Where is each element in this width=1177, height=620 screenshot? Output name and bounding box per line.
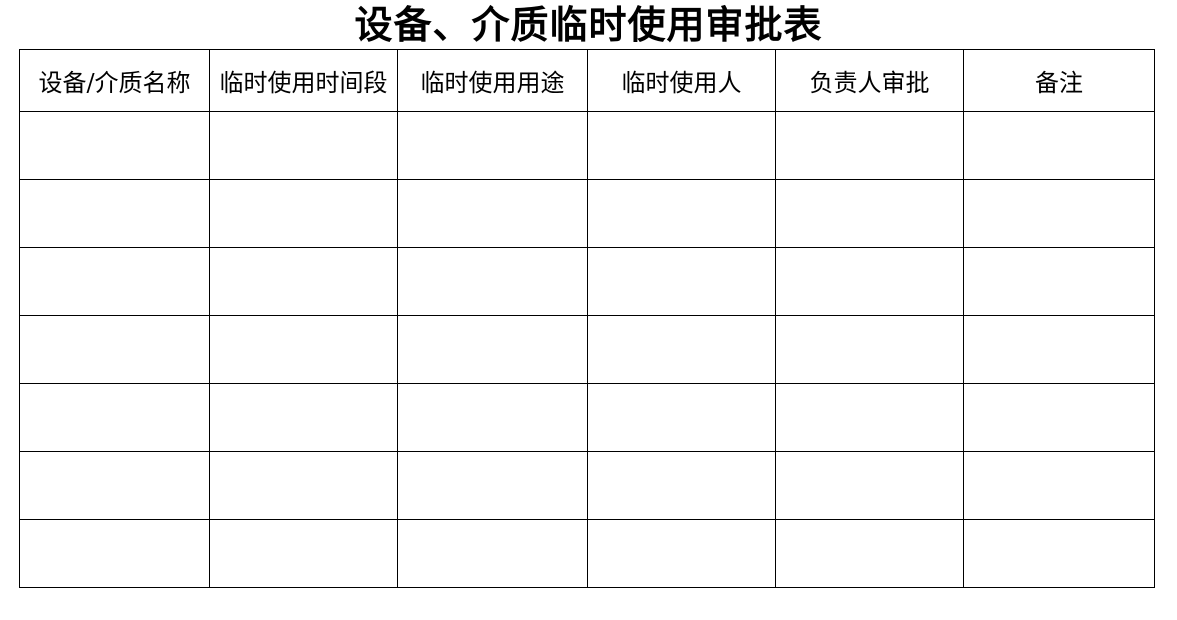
empty-form-cell[interactable] <box>587 247 776 316</box>
column-header-device-media-name: 设备/介质名称 <box>19 49 210 112</box>
column-header-remarks: 备注 <box>963 49 1155 112</box>
page-title: 设备、介质临时使用审批表 <box>354 2 823 47</box>
empty-form-cell[interactable] <box>587 315 776 384</box>
empty-form-cell[interactable] <box>963 111 1155 180</box>
empty-form-cell[interactable] <box>397 451 588 520</box>
header-row: 设备/介质名称 临时使用时间段 临时使用用途 临时使用人 负责人审批 备注 <box>19 49 1155 112</box>
table-row <box>19 179 1155 248</box>
empty-form-cell[interactable] <box>587 383 776 452</box>
empty-form-cell[interactable] <box>19 111 210 180</box>
empty-form-cell[interactable] <box>209 111 398 180</box>
empty-form-cell[interactable] <box>963 315 1155 384</box>
empty-form-cell[interactable] <box>963 179 1155 248</box>
empty-form-cell[interactable] <box>209 383 398 452</box>
empty-form-cell[interactable] <box>963 383 1155 452</box>
empty-form-cell[interactable] <box>775 111 964 180</box>
empty-form-cell[interactable] <box>19 451 210 520</box>
approval-form-table: 设备/介质名称 临时使用时间段 临时使用用途 临时使用人 负责人审批 备注 <box>19 49 1155 588</box>
empty-form-cell[interactable] <box>775 315 964 384</box>
table-row <box>19 315 1155 384</box>
table-row <box>19 111 1155 180</box>
empty-form-cell[interactable] <box>19 519 210 588</box>
empty-form-cell[interactable] <box>19 179 210 248</box>
empty-form-cell[interactable] <box>775 451 964 520</box>
empty-form-cell[interactable] <box>775 247 964 316</box>
empty-form-cell[interactable] <box>587 179 776 248</box>
empty-form-cell[interactable] <box>587 519 776 588</box>
table-row <box>19 451 1155 520</box>
empty-form-cell[interactable] <box>963 519 1155 588</box>
table-row <box>19 383 1155 452</box>
empty-form-cell[interactable] <box>397 519 588 588</box>
empty-form-cell[interactable] <box>775 179 964 248</box>
column-header-temporary-user: 临时使用人 <box>587 49 776 112</box>
empty-form-cell[interactable] <box>397 315 588 384</box>
empty-form-cell[interactable] <box>963 247 1155 316</box>
empty-form-cell[interactable] <box>19 315 210 384</box>
empty-form-cell[interactable] <box>209 519 398 588</box>
empty-form-cell[interactable] <box>209 179 398 248</box>
empty-form-cell[interactable] <box>19 383 210 452</box>
column-header-approver-approval: 负责人审批 <box>775 49 964 112</box>
empty-form-cell[interactable] <box>963 451 1155 520</box>
empty-form-cell[interactable] <box>209 315 398 384</box>
empty-form-cell[interactable] <box>209 451 398 520</box>
empty-form-cell[interactable] <box>587 451 776 520</box>
empty-form-cell[interactable] <box>397 179 588 248</box>
empty-form-cell[interactable] <box>209 247 398 316</box>
empty-form-cell[interactable] <box>587 111 776 180</box>
table-row <box>19 247 1155 316</box>
form-table-body <box>19 111 1155 588</box>
empty-form-cell[interactable] <box>397 383 588 452</box>
table-row <box>19 519 1155 588</box>
empty-form-cell[interactable] <box>775 519 964 588</box>
empty-form-cell[interactable] <box>19 247 210 316</box>
column-header-usage-period: 临时使用时间段 <box>209 49 398 112</box>
column-header-usage-purpose: 临时使用用途 <box>397 49 588 112</box>
empty-form-cell[interactable] <box>397 111 588 180</box>
empty-form-cell[interactable] <box>775 383 964 452</box>
empty-form-cell[interactable] <box>397 247 588 316</box>
